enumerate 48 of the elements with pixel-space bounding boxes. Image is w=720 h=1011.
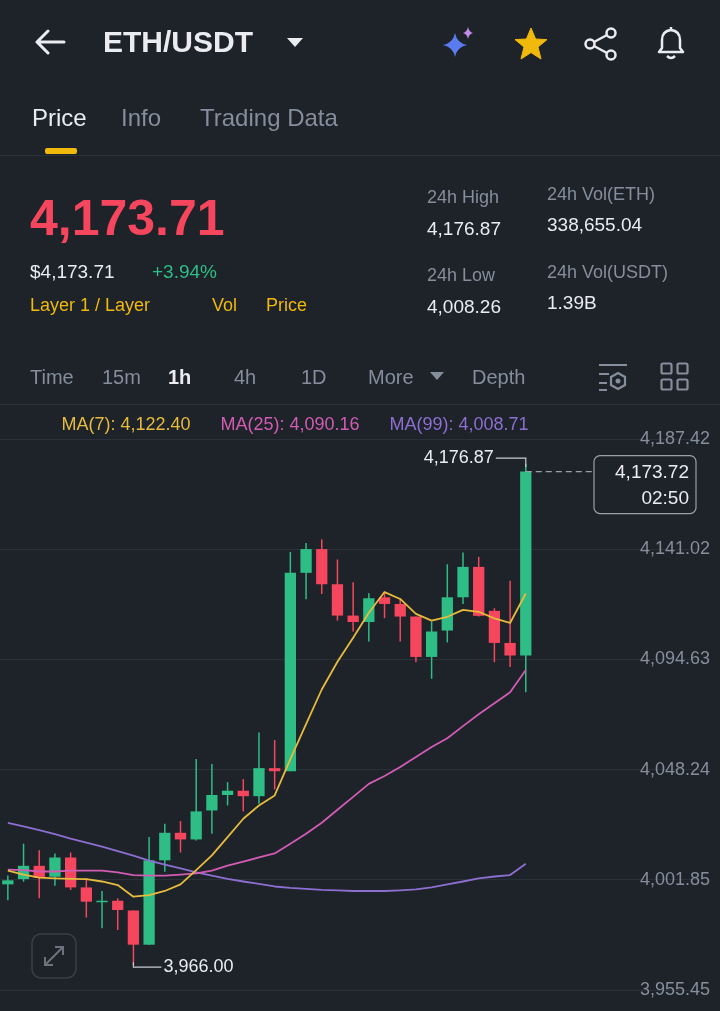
text: Price [266,295,308,315]
candlestick [221,781,234,807]
text: Layer 1 / Layer [30,295,151,315]
text: 24h Vol(ETH) [547,184,656,204]
ref-line-label: 4,173.72 02:50 [615,460,689,508]
text: +3.94% [152,260,217,282]
candlestick [2,874,14,902]
annotation: 3,966.00 [163,956,234,977]
text: MA(7): 4,122.40 [61,413,191,434]
text: 24h High [427,187,500,207]
text: 1D [301,366,327,388]
candlestick [504,579,516,668]
candlestick [206,763,218,835]
text: 24h Vol(USDT) [547,262,669,282]
candlestick [300,542,312,600]
y-tick-label: 3,955.45 [639,979,710,1000]
candlestick [269,739,281,791]
text: 4,176.87 [427,217,501,239]
text: Time [30,366,74,388]
y-tick-label: 4,048.24 [639,758,710,779]
candlestick [347,581,359,633]
text: $4,173.71 [30,260,115,282]
text: 1.39B [547,291,597,313]
text: Price [32,104,87,131]
candlestick [49,852,61,887]
text: 15m [102,366,141,388]
annotation: 4,176.87 [423,447,494,468]
y-tick-label: 4,141.02 [639,538,710,559]
text: MA(99): 4,008.71 [389,413,529,434]
y-tick-label: 4,094.63 [639,648,710,669]
text: Trading Data [200,104,338,131]
text: 1h [168,366,192,388]
text: 24h Low [427,265,496,285]
text: 4,008.26 [427,295,501,317]
y-tick-label: 4,187.42 [639,427,710,448]
text: 4,173.71 [30,190,225,246]
text: 338,655.04 [547,213,643,235]
text: Depth [472,366,526,388]
text: 4h [234,366,257,388]
candlestick [112,897,124,931]
y-tick-label: 4,001.85 [639,868,710,889]
chart-title: ETH/USDT [103,25,253,58]
text: Info [121,104,162,131]
text: More [368,366,414,388]
candlestick [394,597,406,643]
text: Vol [212,295,238,315]
candlestick [80,877,92,919]
text: MA(25): 4,090.16 [220,413,360,434]
